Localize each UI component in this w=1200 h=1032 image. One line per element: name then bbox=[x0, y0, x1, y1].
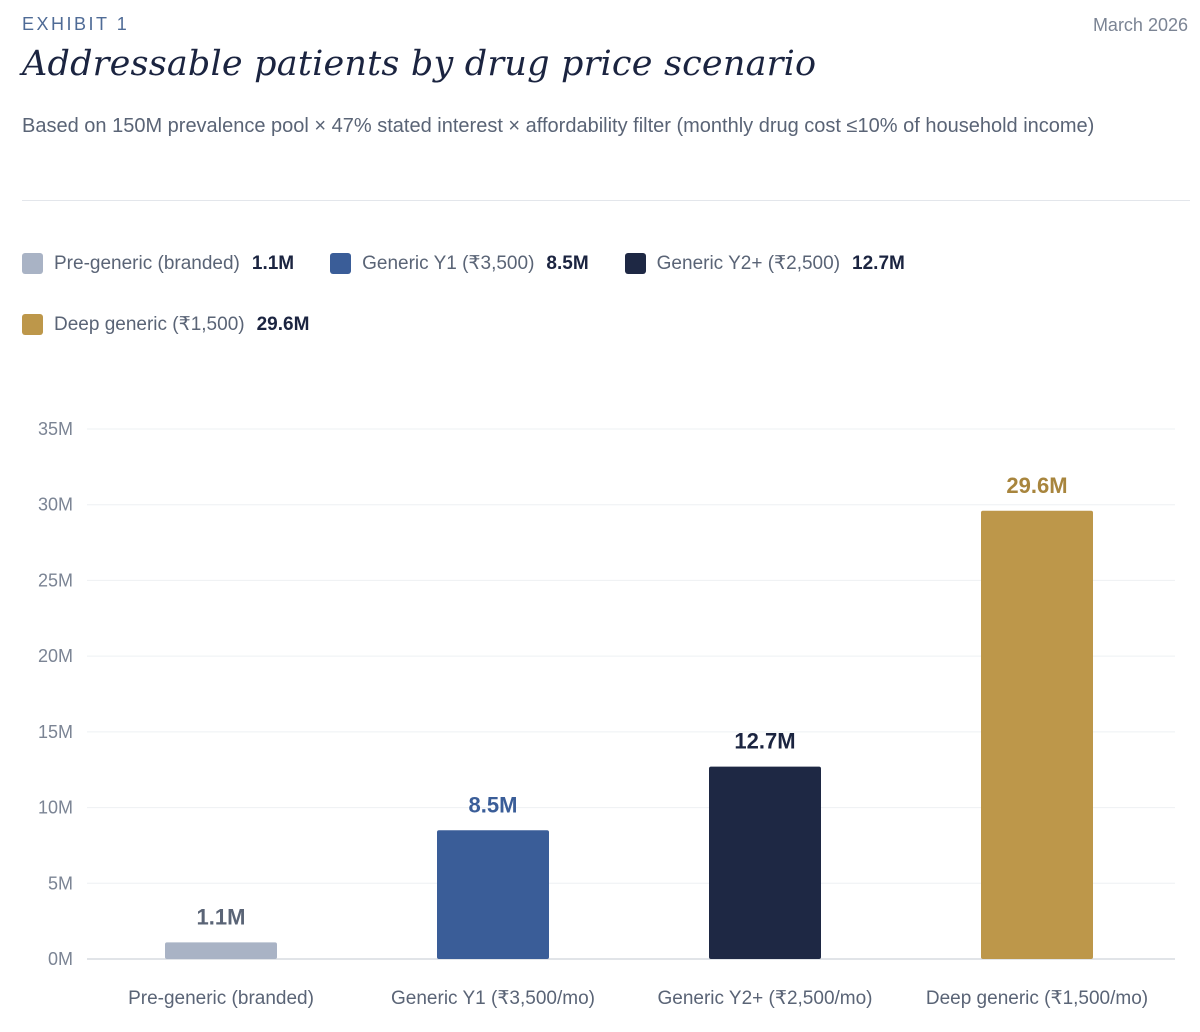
x-category-label: Pre-generic (branded) bbox=[128, 988, 314, 1009]
bar-value-label: 29.6M bbox=[1006, 473, 1067, 498]
bar bbox=[709, 766, 821, 959]
legend-swatch bbox=[22, 253, 43, 274]
bar bbox=[437, 830, 549, 959]
y-tick-label: 10M bbox=[38, 798, 73, 818]
legend-label: Generic Y1 (₹3,500) bbox=[362, 253, 535, 274]
header-divider bbox=[22, 200, 1190, 201]
legend-swatch bbox=[22, 314, 43, 335]
x-category-label: Deep generic (₹1,500/mo) bbox=[926, 988, 1148, 1009]
legend-item-deep-generic: Deep generic (₹1,500) 29.6M bbox=[22, 307, 309, 342]
exhibit-label: EXHIBIT 1 bbox=[22, 14, 130, 34]
y-axis-ticks: 0M 5M 10M 15M 20M 25M 30M 35M bbox=[38, 419, 73, 969]
x-axis-labels: Pre-generic (branded) Generic Y1 (₹3,500/… bbox=[128, 988, 1148, 1009]
y-tick-label: 5M bbox=[48, 873, 73, 893]
legend-label: Pre-generic (branded) bbox=[54, 252, 240, 274]
legend-swatch bbox=[624, 253, 646, 274]
legend-item-generic-y2: Generic Y2+ (₹2,500) 12.7M bbox=[624, 246, 905, 281]
legend-item-pre-generic: Pre-generic (branded) 1.1M bbox=[22, 246, 294, 281]
legend-item-generic-y1: Generic Y1 (₹3,500) 8.5M bbox=[330, 246, 589, 281]
bar-value-label: 8.5M bbox=[469, 792, 518, 817]
legend-value: 12.7M bbox=[852, 252, 905, 274]
legend-value: 1.1M bbox=[251, 252, 295, 274]
bar-value-label: 1.1M bbox=[197, 904, 246, 929]
legend-value: 29.6M bbox=[256, 313, 310, 335]
bar bbox=[981, 510, 1093, 959]
legend-label: Generic Y2+ (₹2,500) bbox=[656, 253, 841, 274]
bar-chart: 0M 5M 10M 15M 20M 25M 30M 35M 1.1M 8.5M 12.7M 29.6… bbox=[38, 419, 1175, 1009]
bar bbox=[165, 942, 277, 959]
report-date: March 2026 bbox=[1092, 15, 1188, 35]
y-tick-label: 25M bbox=[38, 570, 73, 590]
y-tick-label: 0M bbox=[48, 949, 73, 969]
bars bbox=[165, 510, 1093, 959]
y-tick-label: 30M bbox=[38, 495, 73, 515]
legend-value: 8.5M bbox=[546, 252, 589, 274]
x-category-label: Generic Y2+ (₹2,500/mo) bbox=[657, 988, 872, 1009]
chart-subtitle: Based on 150M prevalence pool × 47% stat… bbox=[22, 115, 1095, 137]
x-category-label: Generic Y1 (₹3,500/mo) bbox=[391, 988, 595, 1009]
y-tick-label: 15M bbox=[38, 722, 73, 742]
y-tick-label: 35M bbox=[38, 419, 73, 439]
legend: Pre-generic (branded) 1.1M Generic Y1 (₹… bbox=[22, 246, 1172, 342]
legend-swatch bbox=[330, 253, 352, 274]
y-tick-label: 20M bbox=[38, 646, 73, 666]
chart-title: Addressable patients by drug price scena… bbox=[22, 44, 817, 84]
data-labels: 1.1M 8.5M 12.7M 29.6M bbox=[197, 473, 1068, 930]
legend-label: Deep generic (₹1,500) bbox=[54, 314, 245, 335]
bar-value-label: 12.7M bbox=[734, 729, 795, 754]
